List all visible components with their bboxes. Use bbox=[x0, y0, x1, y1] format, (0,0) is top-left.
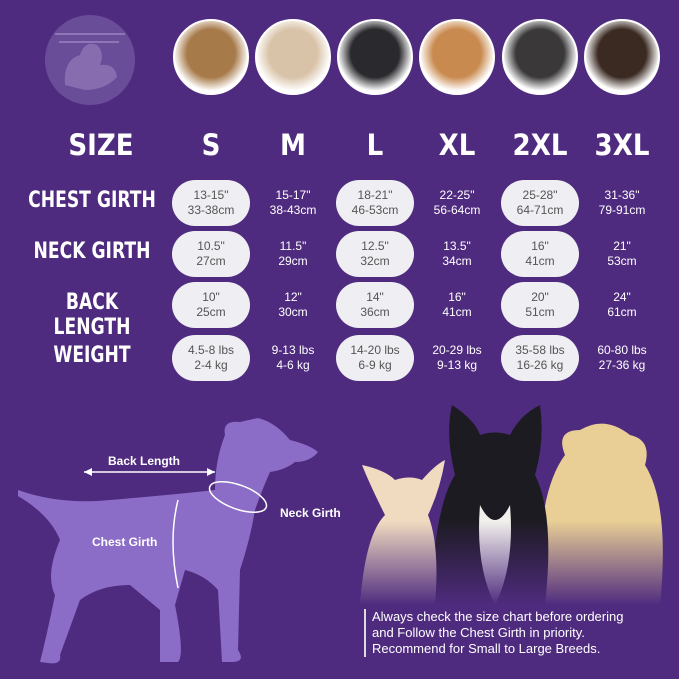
dog-photo-2xl bbox=[502, 19, 578, 95]
cell-imperial: 20-29 lbs bbox=[432, 343, 482, 357]
size-cell: 9-13 lbs 4-6 kg bbox=[254, 335, 332, 381]
row-label: NECK GIRTH bbox=[33, 239, 151, 264]
cell-metric: 32cm bbox=[360, 254, 390, 268]
size-cell: 20" 51cm bbox=[501, 282, 579, 328]
cell-metric: 61cm bbox=[607, 305, 637, 319]
size-cell: 35-58 lbs 16-26 kg bbox=[501, 335, 579, 381]
size-col-header: L bbox=[366, 128, 384, 162]
size-col-header: 3XL bbox=[594, 128, 650, 162]
size-cell: 22-25" 56-64cm bbox=[418, 180, 496, 226]
size-cell: 12" 30cm bbox=[254, 282, 332, 328]
size-cell: 14-20 lbs 6-9 kg bbox=[336, 335, 414, 381]
cell-imperial: 9-13 lbs bbox=[271, 343, 315, 357]
size-col-header: XL bbox=[438, 128, 476, 162]
cell-metric: 27cm bbox=[196, 254, 226, 268]
cell-metric: 6-9 kg bbox=[358, 358, 392, 372]
dog-photo-l bbox=[337, 19, 413, 95]
cell-imperial: 10.5" bbox=[197, 239, 225, 253]
cell-imperial: 20" bbox=[531, 290, 549, 304]
cell-imperial: 31-36" bbox=[604, 188, 640, 202]
row-label: CHEST GIRTH bbox=[28, 188, 156, 213]
cell-imperial: 21" bbox=[613, 239, 631, 253]
cell-imperial: 18-21" bbox=[357, 188, 393, 202]
cell-imperial: 16" bbox=[448, 290, 466, 304]
size-cell: 14" 36cm bbox=[336, 282, 414, 328]
size-col-header: M bbox=[280, 128, 306, 162]
size-cell: 60-80 lbs 27-36 kg bbox=[583, 335, 661, 381]
size-cell: 10.5" 27cm bbox=[172, 231, 250, 277]
cell-metric: 79-91cm bbox=[598, 203, 646, 217]
cell-metric: 34cm bbox=[442, 254, 472, 268]
cell-metric: 36cm bbox=[360, 305, 390, 319]
size-cell: 13-15" 33-38cm bbox=[172, 180, 250, 226]
size-cell: 24" 61cm bbox=[583, 282, 661, 328]
cell-metric: 27-36 kg bbox=[598, 358, 646, 372]
dog-photo-s bbox=[173, 19, 249, 95]
size-cell: 21" 53cm bbox=[583, 231, 661, 277]
size-cell: 11.5" 29cm bbox=[254, 231, 332, 277]
size-cell: 31-36" 79-91cm bbox=[583, 180, 661, 226]
cell-metric: 2-4 kg bbox=[194, 358, 228, 372]
size-cell: 16" 41cm bbox=[501, 231, 579, 277]
size-cell: 10" 25cm bbox=[172, 282, 250, 328]
row-label: BACK LENGTH bbox=[53, 290, 131, 340]
row-label: WEIGHT bbox=[53, 343, 131, 368]
note-line: Recommend for Small to Large Breeds. bbox=[372, 641, 601, 656]
cell-imperial: 4.5-8 lbs bbox=[187, 343, 235, 357]
sizing-note: Always check the size chart before order… bbox=[364, 609, 623, 657]
dog-silhouette-icon bbox=[18, 418, 318, 664]
cell-metric: 16-26 kg bbox=[516, 358, 564, 372]
cell-metric: 53cm bbox=[607, 254, 637, 268]
cell-metric: 30cm bbox=[278, 305, 308, 319]
size-cell: 12.5" 32cm bbox=[336, 231, 414, 277]
cell-imperial: 15-17" bbox=[275, 188, 311, 202]
pet-logo-icon bbox=[45, 15, 135, 105]
cell-imperial: 10" bbox=[202, 290, 220, 304]
cell-imperial: 25-28" bbox=[522, 188, 558, 202]
note-line: and Follow the Chest Girth in priority. bbox=[372, 625, 585, 640]
cell-metric: 56-64cm bbox=[433, 203, 481, 217]
dogs-photo bbox=[340, 395, 679, 605]
back-length-label: Back Length bbox=[108, 454, 181, 468]
size-cell: 16" 41cm bbox=[418, 282, 496, 328]
cell-metric: 51cm bbox=[525, 305, 555, 319]
size-col-header: S bbox=[201, 128, 221, 162]
cell-metric: 33-38cm bbox=[187, 203, 235, 217]
size-header: SIZE bbox=[68, 128, 134, 162]
cell-imperial: 12.5" bbox=[361, 239, 389, 253]
cell-imperial: 14-20 lbs bbox=[350, 343, 400, 357]
size-col-header: 2XL bbox=[512, 128, 568, 162]
cell-metric: 25cm bbox=[196, 305, 226, 319]
cell-imperial: 11.5" bbox=[279, 239, 307, 253]
cell-imperial: 13.5" bbox=[443, 239, 471, 253]
dog-photo-xl bbox=[419, 19, 495, 95]
cell-imperial: 60-80 lbs bbox=[597, 343, 647, 357]
dog-photo-m bbox=[255, 19, 331, 95]
size-cell: 18-21" 46-53cm bbox=[336, 180, 414, 226]
size-cell: 4.5-8 lbs 2-4 kg bbox=[172, 335, 250, 381]
cell-imperial: 16" bbox=[531, 239, 549, 253]
cell-imperial: 14" bbox=[366, 290, 384, 304]
neck-girth-label: Neck Girth bbox=[280, 506, 341, 520]
cell-metric: 38-43cm bbox=[269, 203, 317, 217]
cell-imperial: 12" bbox=[284, 290, 302, 304]
size-cell: 20-29 lbs 9-13 kg bbox=[418, 335, 496, 381]
cell-metric: 46-53cm bbox=[351, 203, 399, 217]
cell-imperial: 22-25" bbox=[439, 188, 475, 202]
cell-metric: 29cm bbox=[278, 254, 308, 268]
cell-imperial: 35-58 lbs bbox=[515, 343, 565, 357]
size-cell: 13.5" 34cm bbox=[418, 231, 496, 277]
size-cell: 25-28" 64-71cm bbox=[501, 180, 579, 226]
cell-imperial: 24" bbox=[613, 290, 631, 304]
cell-metric: 4-6 kg bbox=[276, 358, 310, 372]
cell-imperial: 13-15" bbox=[193, 188, 229, 202]
chest-girth-label: Chest Girth bbox=[92, 535, 158, 549]
size-cell: 15-17" 38-43cm bbox=[254, 180, 332, 226]
note-line: Always check the size chart before order… bbox=[372, 609, 624, 624]
cell-metric: 41cm bbox=[525, 254, 555, 268]
cell-metric: 9-13 kg bbox=[436, 358, 478, 372]
dog-photo-3xl bbox=[584, 19, 660, 95]
cell-metric: 64-71cm bbox=[516, 203, 564, 217]
cell-metric: 41cm bbox=[442, 305, 472, 319]
